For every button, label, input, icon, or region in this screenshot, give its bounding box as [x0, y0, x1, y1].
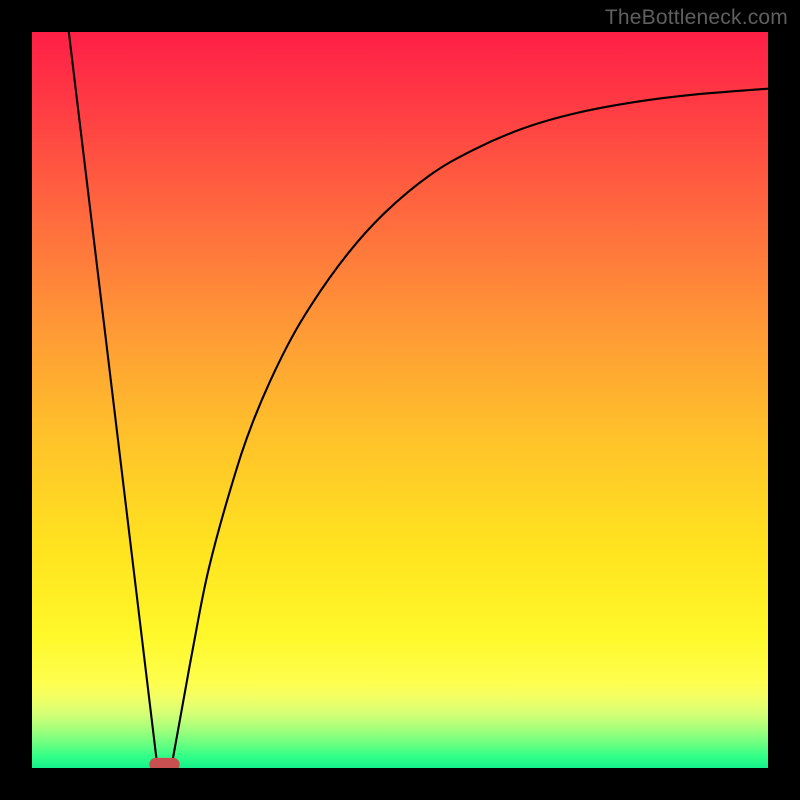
chart-plot-area	[32, 32, 768, 768]
chart-svg-overlay	[32, 32, 768, 768]
minimum-marker	[150, 758, 179, 768]
curve-left-branch	[69, 32, 157, 764]
watermark-label: TheBottleneck.com	[605, 6, 788, 30]
curve-right-branch	[172, 89, 768, 765]
